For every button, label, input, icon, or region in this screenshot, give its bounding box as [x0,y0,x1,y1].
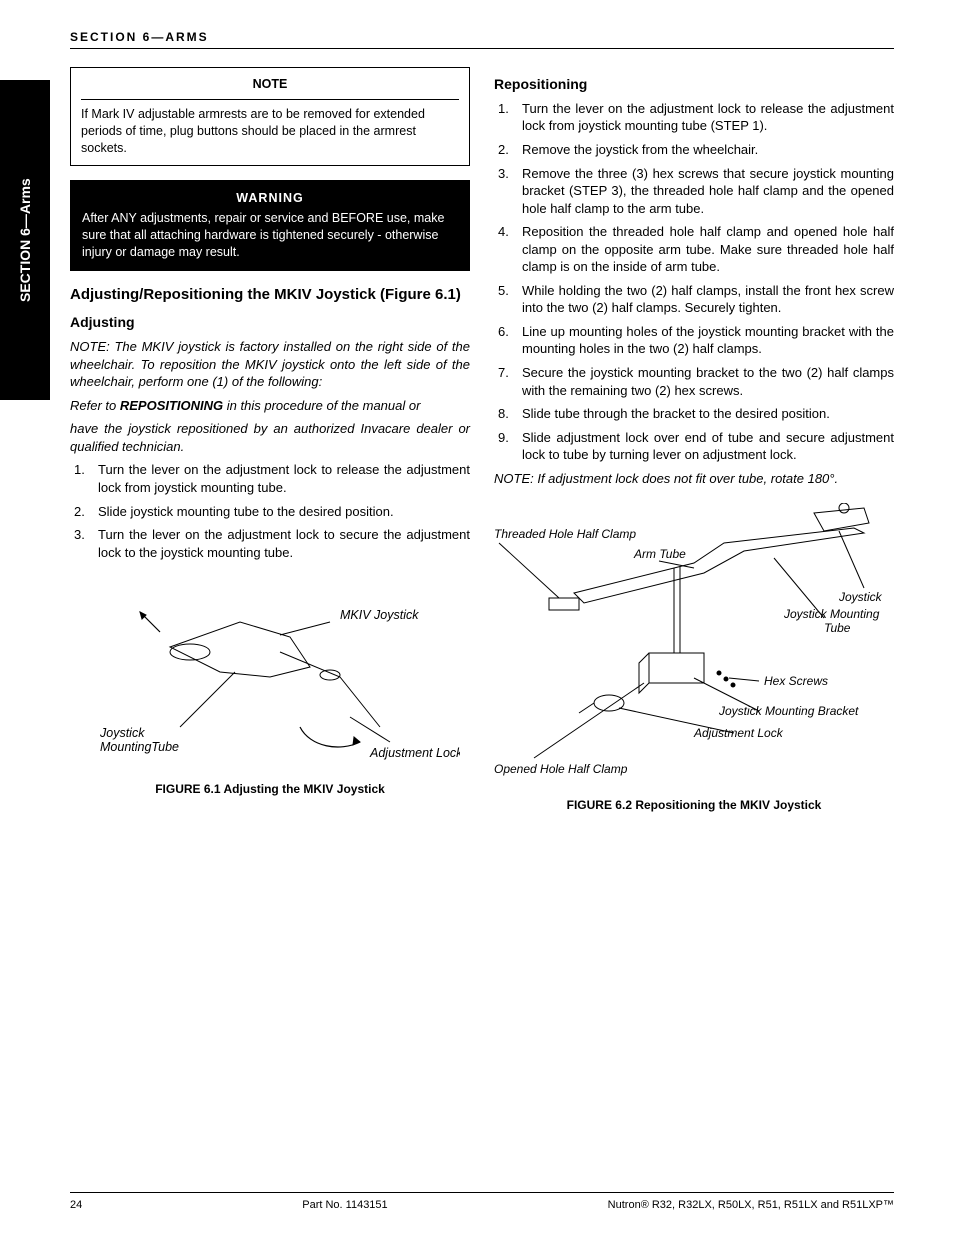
fig2-label-thhc: Threaded Hole Half Clamp [494,527,636,541]
note-paragraph-1c: have the joystick repositioned by an aut… [70,420,470,455]
page-footer: 24 Part No. 1143151 Nutron® R32, R32LX, … [70,1192,894,1211]
fig1-label-mkiv: MKIV Joystick [340,608,419,622]
adjust-steps: Turn the lever on the adjustment lock to… [70,461,470,561]
subsection-repositioning: Repositioning [494,75,894,94]
section-title: Adjusting/Repositioning the MKIV Joystic… [70,285,470,305]
footer-part-number: Part No. 1143151 [302,1199,387,1211]
note-paragraph-1: NOTE: The MKIV joystick is factory insta… [70,338,470,391]
figure-6-2: Threaded Hole Half Clamp Arm Tube Joysti… [494,503,894,813]
repos-step: Slide tube through the bracket to the de… [494,405,894,423]
fig1-label-lock: Adjustment Lock [369,746,460,760]
header-left: SECTION 6—ARMS [70,30,209,44]
adjust-step: Turn the lever on the adjustment lock to… [70,526,470,561]
note1-pre: Refer to [70,398,120,413]
repos-step: Remove the three (3) hex screws that sec… [494,165,894,218]
left-column: NOTE If Mark IV adjustable armrests are … [70,67,470,819]
repos-step: While holding the two (2) half clamps, i… [494,282,894,317]
repos-step: Remove the joystick from the wheelchair. [494,141,894,159]
reposition-steps: Turn the lever on the adjustment lock to… [494,100,894,464]
note-paragraph-1b: Refer to REPOSITIONING in this procedure… [70,397,470,415]
note1-post: in this procedure of the manual or [223,398,420,413]
fig2-label-arm: Arm Tube [633,547,686,561]
figure-6-1-svg: MKIV Joystick Joystick MountingTube Adju… [80,577,460,777]
fig1-label-tube: Joystick MountingTube [99,726,179,754]
right-column: Repositioning Turn the lever on the adju… [494,67,894,819]
figure-6-1: MKIV Joystick Joystick MountingTube Adju… [70,577,470,797]
figure-6-1-caption: FIGURE 6.1 Adjusting the MKIV Joystick [70,781,470,797]
note-paragraph-2: NOTE: If adjustment lock does not fit ov… [494,470,894,488]
warning-body: After ANY adjustments, repair or service… [82,210,458,261]
note1-bold: REPOSITIONING [120,398,223,413]
note-box-body: If Mark IV adjustable armrests are to be… [81,106,459,157]
repos-step: Line up mounting holes of the joystick m… [494,323,894,358]
repos-step: Reposition the threaded hole half clamp … [494,223,894,276]
section-tab: SECTION 6—Arms [0,80,50,400]
note-box: NOTE If Mark IV adjustable armrests are … [70,67,470,166]
adjust-step: Slide joystick mounting tube to the desi… [70,503,470,521]
fig2-label-ohhc: Opened Hole Half Clamp [494,762,628,776]
repos-step: Secure the joystick mounting bracket to … [494,364,894,399]
content-columns: NOTE If Mark IV adjustable armrests are … [70,67,894,819]
fig2-label-hex: Hex Screws [764,674,828,688]
repos-step: Turn the lever on the adjustment lock to… [494,100,894,135]
figure-6-2-caption: FIGURE 6.2 Repositioning the MKIV Joysti… [494,797,894,813]
subsection-adjusting: Adjusting [70,313,470,332]
footer-product-line: Nutron® R32, R32LX, R50LX, R51, R51LX an… [608,1199,894,1211]
fig2-label-lock: Adjustment Lock [693,726,784,740]
figure-6-2-svg: Threaded Hole Half Clamp Arm Tube Joysti… [494,503,894,793]
warning-box: WARNING After ANY adjustments, repair or… [70,180,470,272]
fig2-label-jmb: Joystick Mounting Bracket [718,704,859,718]
repos-step: Slide adjustment lock over end of tube a… [494,429,894,464]
warning-title: WARNING [82,190,458,207]
fig2-label-joystick: Joystick [838,590,883,604]
adjust-step: Turn the lever on the adjustment lock to… [70,461,470,496]
fig2-label-jmt: Joystick Mounting Tube [783,607,883,635]
note-box-title: NOTE [81,76,459,100]
page-header: SECTION 6—ARMS [70,30,894,49]
footer-page-number: 24 [70,1199,82,1211]
